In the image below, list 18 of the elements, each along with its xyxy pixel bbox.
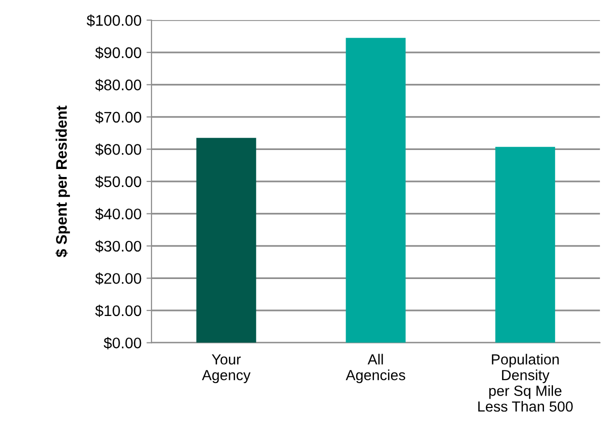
y-tick-label: $50.00: [95, 176, 142, 188]
y-tick-label: $30.00: [95, 240, 142, 253]
y-tick-label: $60.00: [95, 143, 142, 156]
y-tick-label: $40.00: [95, 208, 142, 220]
y-tick-label: $100.00: [86, 14, 142, 27]
y-tick-label: $10.00: [95, 304, 142, 318]
x-tick-label: All Agencies: [346, 354, 406, 384]
bar: [196, 138, 256, 343]
x-tick-label: Your Agency: [202, 354, 251, 384]
y-tick-label: $90.00: [95, 46, 142, 60]
y-axis-title: $ Spent per Resident: [55, 106, 70, 258]
bar: [495, 146, 556, 343]
x-tick-label: Population Density per Sq Mile Less Than 500: [478, 354, 573, 412]
y-tick-label: $0.00: [104, 336, 142, 350]
y-tick-label: $80.00: [95, 78, 142, 92]
y-tick-label: $20.00: [95, 272, 142, 285]
bar: [346, 38, 406, 343]
y-tick-label: $70.00: [95, 111, 142, 124]
